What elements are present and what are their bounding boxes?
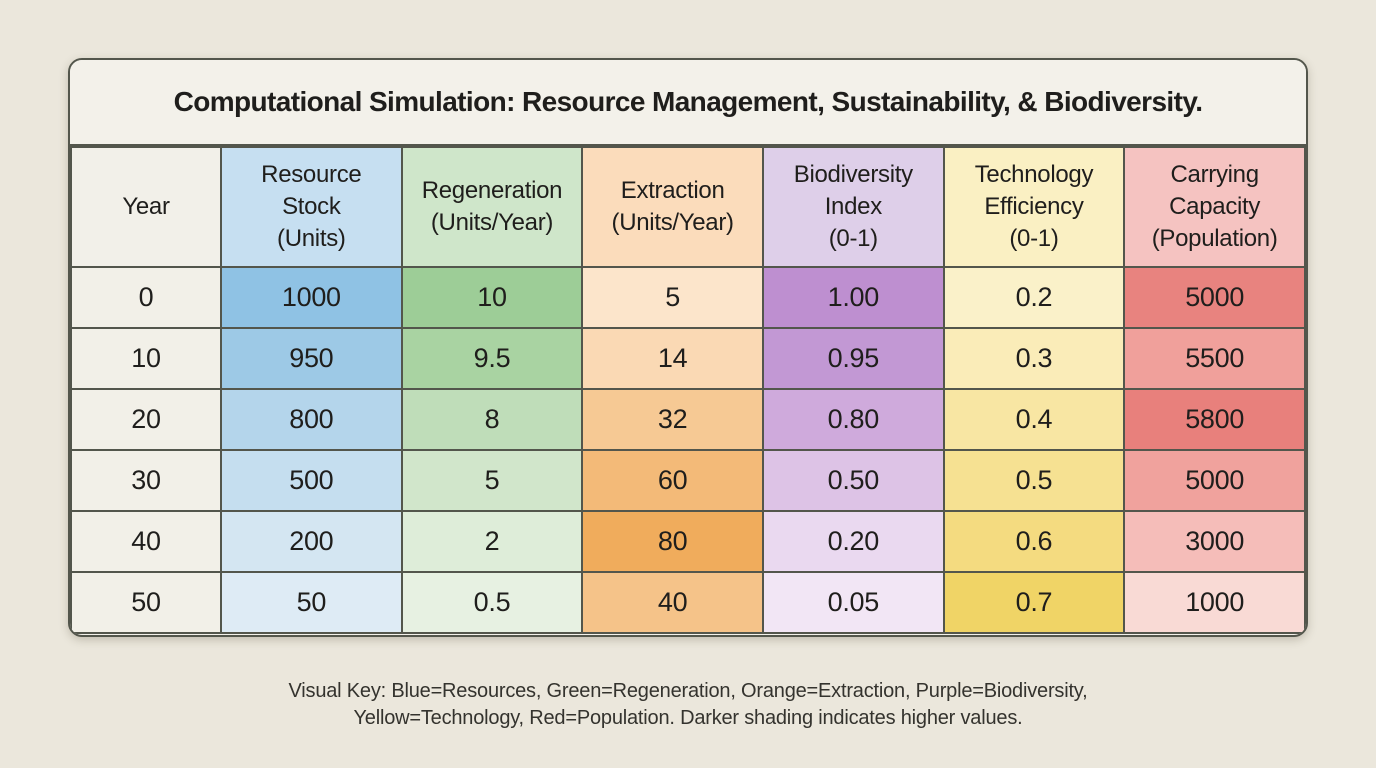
cell-year: 30 [70, 449, 222, 512]
cell-year: 50 [70, 571, 222, 634]
cell-technology-efficiency: 0.7 [942, 571, 1126, 634]
cell-biodiversity-index: 0.50 [761, 449, 945, 512]
cell-biodiversity-index: 0.05 [761, 571, 945, 634]
column-header-regeneration: Regeneration (Units/Year) [400, 146, 584, 268]
cell-resource-stock: 1000 [220, 266, 403, 329]
table-row-year-40: 40 200 2 80 0.20 0.6 3000 [70, 510, 1306, 573]
column-header-extraction: Extraction (Units/Year) [581, 146, 764, 268]
cell-regeneration: 8 [400, 388, 584, 451]
cell-regeneration: 9.5 [400, 327, 584, 390]
visual-key-line-1: Visual Key: Blue=Resources, Green=Regene… [288, 680, 1088, 702]
simulation-table: Year Resource Stock (Units) Regeneration (… [70, 146, 1306, 634]
cell-extraction: 80 [581, 510, 764, 573]
column-header-resource-stock: Resource Stock (Units) [220, 146, 403, 268]
cell-resource-stock: 500 [220, 449, 403, 512]
cell-carrying-capacity: 5500 [1123, 327, 1306, 390]
cell-technology-efficiency: 0.3 [942, 327, 1126, 390]
column-header-year: Year [70, 146, 222, 268]
cell-resource-stock: 950 [220, 327, 403, 390]
table-row-year-50: 50 50 0.5 40 0.05 0.7 1000 [70, 571, 1306, 634]
cell-biodiversity-index: 1.00 [761, 266, 945, 329]
cell-biodiversity-index: 0.20 [761, 510, 945, 573]
cell-technology-efficiency: 0.5 [942, 449, 1126, 512]
cell-carrying-capacity: 5800 [1123, 388, 1306, 451]
cell-year: 20 [70, 388, 222, 451]
cell-regeneration: 5 [400, 449, 584, 512]
cell-regeneration: 0.5 [400, 571, 584, 634]
cell-extraction: 5 [581, 266, 764, 329]
cell-year: 10 [70, 327, 222, 390]
cell-year: 40 [70, 510, 222, 573]
column-header-technology-efficiency: Technology Efficiency (0-1) [942, 146, 1126, 268]
column-header-carrying-capacity: Carrying Capacity (Population) [1123, 146, 1306, 268]
cell-carrying-capacity: 3000 [1123, 510, 1306, 573]
table-row-year-30: 30 500 5 60 0.50 0.5 5000 [70, 449, 1306, 512]
simulation-table-card: Computational Simulation: Resource Manag… [68, 58, 1308, 637]
cell-extraction: 32 [581, 388, 764, 451]
cell-extraction: 60 [581, 449, 764, 512]
cell-technology-efficiency: 0.4 [942, 388, 1126, 451]
cell-technology-efficiency: 0.2 [942, 266, 1126, 329]
cell-year: 0 [70, 266, 222, 329]
cell-resource-stock: 200 [220, 510, 403, 573]
cell-regeneration: 2 [400, 510, 584, 573]
cell-resource-stock: 800 [220, 388, 403, 451]
cell-extraction: 14 [581, 327, 764, 390]
visual-key-line-2: Yellow=Technology, Red=Population. Darke… [353, 707, 1023, 729]
cell-extraction: 40 [581, 571, 764, 634]
cell-carrying-capacity: 5000 [1123, 266, 1306, 329]
cell-technology-efficiency: 0.6 [942, 510, 1126, 573]
table-header-row: Year Resource Stock (Units) Regeneration (… [70, 146, 1306, 268]
cell-regeneration: 10 [400, 266, 584, 329]
table-row-year-20: 20 800 8 32 0.80 0.4 5800 [70, 388, 1306, 451]
table-body: 0 1000 10 5 1.00 0.2 5000 10 950 9.5 14 0.95 0.3 5500… [70, 266, 1306, 634]
table-row-year-0: 0 1000 10 5 1.00 0.2 5000 [70, 266, 1306, 329]
table-title: Computational Simulation: Resource Manag… [70, 60, 1306, 146]
cell-biodiversity-index: 0.95 [761, 327, 945, 390]
cell-carrying-capacity: 5000 [1123, 449, 1306, 512]
visual-key-note: Visual Key: Blue=Resources, Green=Regene… [0, 678, 1376, 732]
table-row-year-10: 10 950 9.5 14 0.95 0.3 5500 [70, 327, 1306, 390]
cell-carrying-capacity: 1000 [1123, 571, 1306, 634]
cell-biodiversity-index: 0.80 [761, 388, 945, 451]
cell-resource-stock: 50 [220, 571, 403, 634]
column-header-biodiversity-index: Biodiversity Index (0-1) [761, 146, 945, 268]
